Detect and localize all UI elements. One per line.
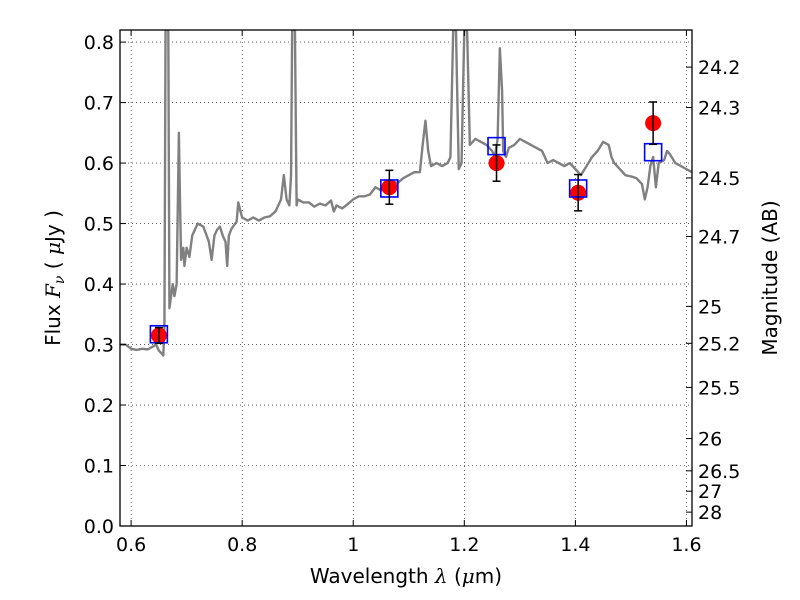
y2-tick-label: 24.7	[698, 226, 740, 248]
markers-layer	[149, 101, 663, 345]
spectrum-layer	[120, 30, 692, 357]
y-tick-label: 0.4	[84, 274, 114, 296]
axis-ticks: 0.6 0.8 1 1.2 1.4 1.6 0.0 0.1 0.2 0.3 0.4 0.5 0.6 0.7…	[84, 30, 740, 556]
y2-tick-label: 24.3	[698, 98, 740, 120]
x-tick-label: 1	[347, 534, 359, 556]
y-axis-label: Flux Fν ( μJy )	[41, 210, 68, 346]
plot-frame	[119, 29, 693, 527]
y-tick-label: 0.0	[84, 516, 114, 538]
y2-axis-label: Magnitude (AB)	[758, 200, 782, 355]
x-tick-label: 1.6	[671, 534, 701, 556]
x-tick-label: 0.8	[227, 534, 257, 556]
y-tick-label: 0.5	[84, 214, 114, 236]
y-tick-label: 0.7	[84, 93, 114, 115]
x-axis-label: Wavelength λ (μm)	[310, 564, 502, 588]
y2-tick-label: 24.2	[698, 57, 740, 79]
y2-tick-label: 27	[698, 481, 722, 503]
y2-tick-label: 28	[698, 502, 722, 524]
y2-tick-label: 25.5	[698, 377, 740, 399]
y2-tick-label: 26.5	[698, 461, 740, 483]
y-tick-label: 0.6	[84, 153, 114, 175]
y2-tick-label: 26	[698, 429, 722, 451]
y-tick-label: 0.2	[84, 395, 114, 417]
y-tick-label: 0.1	[84, 456, 114, 478]
y2-tick-label: 25	[698, 296, 722, 318]
spectrum-line	[120, 30, 692, 357]
y-tick-label: 0.8	[84, 32, 114, 54]
x-tick-label: 1.4	[560, 534, 590, 556]
x-tick-label: 0.6	[116, 534, 146, 556]
y2-tick-label: 24.5	[698, 168, 740, 190]
y-tick-label: 0.3	[84, 335, 114, 357]
x-tick-label: 1.2	[449, 534, 479, 556]
y2-tick-label: 25.2	[698, 333, 740, 355]
